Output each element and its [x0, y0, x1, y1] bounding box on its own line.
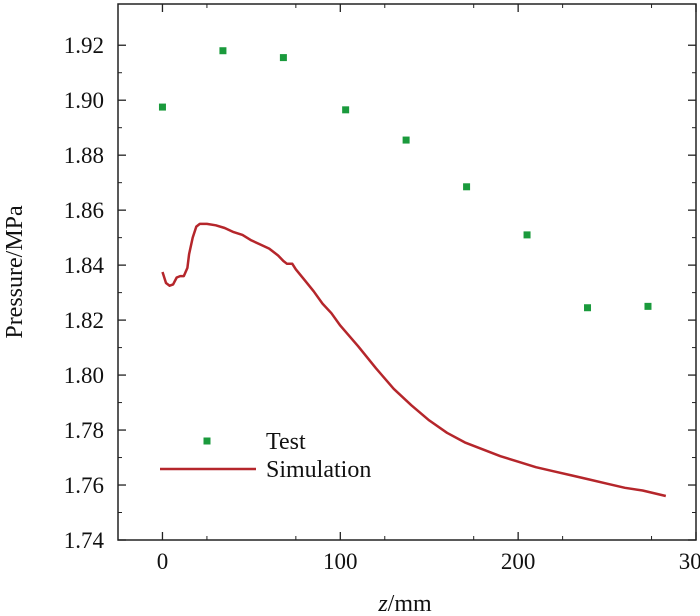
x-axis-title: z/mm — [377, 591, 432, 616]
legend: Test Simulation — [160, 429, 371, 483]
y-tick-label: 1.90 — [64, 88, 104, 113]
y-tick-label: 1.74 — [64, 528, 105, 553]
x-axis-title-unit: /mm — [388, 591, 432, 616]
x-axis-title-variable: z — [377, 591, 388, 616]
y-axis-ticks: 1.74 1.76 1.78 1.80 1.82 1.84 1.86 1.88 1.90 1.92 — [64, 33, 696, 553]
y-tick-label: 1.86 — [64, 198, 104, 223]
data-point-test — [219, 47, 227, 55]
y-tick-label: 1.92 — [64, 33, 104, 58]
x-tick-label: 200 — [501, 549, 536, 574]
data-point-test — [644, 302, 652, 310]
x-axis-ticks: 0 100 200 300 — [117, 4, 700, 574]
y-tick-label: 1.82 — [64, 308, 104, 333]
series-line-simulation — [161, 222, 667, 498]
data-point-test — [463, 183, 471, 191]
y-tick-label: 1.84 — [64, 253, 105, 278]
data-point-test — [158, 103, 166, 111]
legend-label-test: Test — [266, 429, 306, 455]
y-tick-label: 1.80 — [64, 363, 104, 388]
data-point-test — [342, 106, 350, 114]
y-tick-label: 1.78 — [64, 418, 104, 443]
x-tick-label: 300 — [679, 549, 700, 574]
y-axis-title: Pressure/MPa — [2, 205, 28, 339]
data-point-test — [523, 231, 531, 239]
legend-marker-test — [203, 437, 211, 445]
data-point-test — [402, 136, 410, 144]
legend-label-simulation: Simulation — [266, 457, 371, 483]
x-tick-label: 0 — [157, 549, 169, 574]
y-tick-label: 1.88 — [64, 143, 104, 168]
data-point-test — [584, 304, 592, 312]
plot-frame — [117, 3, 697, 541]
y-tick-label: 1.76 — [64, 473, 104, 498]
series-layer — [158, 47, 667, 498]
data-point-test — [279, 54, 287, 62]
x-tick-label: 100 — [323, 549, 358, 574]
